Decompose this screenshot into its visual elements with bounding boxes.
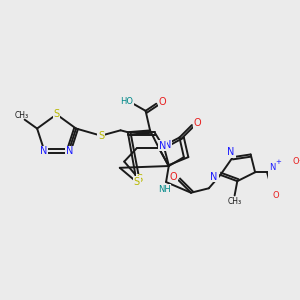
Text: N: N xyxy=(269,163,275,172)
Text: S: S xyxy=(53,110,60,119)
Text: N: N xyxy=(159,140,166,151)
Text: NH: NH xyxy=(158,185,171,194)
Text: O: O xyxy=(169,172,177,182)
Text: O: O xyxy=(272,191,279,200)
Text: S: S xyxy=(134,177,140,187)
Text: O: O xyxy=(159,97,166,107)
Text: N: N xyxy=(66,146,73,156)
Text: N: N xyxy=(211,172,218,182)
Text: N: N xyxy=(164,140,172,150)
Text: N: N xyxy=(227,147,235,157)
Text: O⁻: O⁻ xyxy=(292,157,300,166)
Text: +: + xyxy=(275,159,281,165)
Text: N: N xyxy=(40,146,47,156)
Text: S: S xyxy=(98,131,104,141)
Text: O: O xyxy=(194,118,201,128)
Text: HO: HO xyxy=(120,98,134,106)
Text: CH₃: CH₃ xyxy=(15,111,29,120)
Text: CH₃: CH₃ xyxy=(228,197,242,206)
Text: S: S xyxy=(136,174,142,184)
